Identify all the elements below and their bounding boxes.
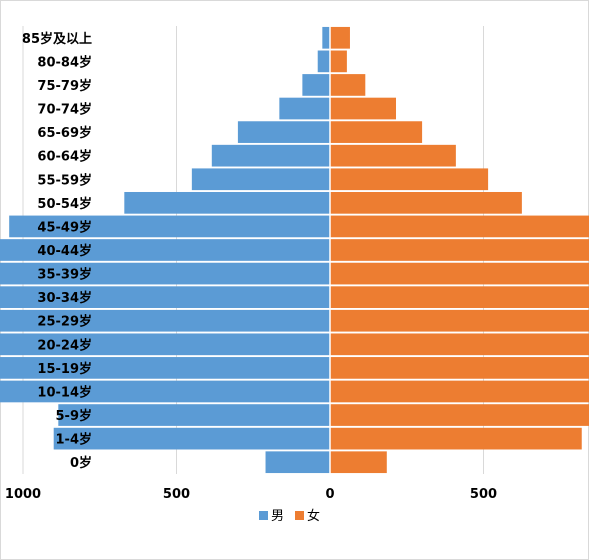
- male-bar: [9, 215, 331, 238]
- female-bar: [330, 286, 589, 309]
- female-bar: [330, 427, 582, 450]
- category-label: 25-29岁: [37, 314, 92, 330]
- legend-swatch: [259, 511, 268, 520]
- female-bar: [330, 50, 347, 73]
- female-bar: [330, 26, 350, 49]
- x-tick-label: 1000: [5, 487, 41, 502]
- male-bar: [0, 262, 331, 285]
- category-label: 35-39岁: [37, 267, 92, 283]
- male-bar: [279, 97, 330, 120]
- male-bar: [211, 144, 330, 167]
- male-bar: [0, 309, 331, 332]
- category-label: 60-64岁: [37, 149, 92, 165]
- category-label: 40-44岁: [37, 243, 92, 259]
- female-bar: [330, 168, 489, 191]
- male-bar: [58, 404, 331, 426]
- category-label: 30-34岁: [37, 290, 92, 306]
- category-label: 80-84岁: [37, 54, 92, 70]
- female-bar: [330, 215, 589, 238]
- female-bar: [330, 97, 397, 120]
- x-tick-labels: 15001000500050010001500: [5, 487, 497, 502]
- male-bar: [53, 427, 330, 450]
- category-label: 85岁及以上: [22, 31, 92, 47]
- male-bar: [302, 74, 330, 96]
- male-bar: [317, 50, 330, 73]
- x-tick-label: 500: [163, 487, 190, 502]
- legend-label: 女: [307, 508, 320, 524]
- legend-label: 男: [271, 509, 284, 524]
- female-bar: [330, 451, 387, 474]
- category-label: 15-19岁: [37, 361, 92, 377]
- female-bar: [330, 121, 423, 143]
- category-label: 55-59岁: [37, 172, 92, 188]
- category-label: 1-4岁: [56, 432, 93, 448]
- category-label: 50-54岁: [37, 196, 92, 212]
- male-bar: [322, 26, 330, 49]
- bars: [0, 26, 589, 474]
- female-bar: [330, 309, 589, 332]
- female-bar: [330, 74, 366, 96]
- male-bar: [237, 121, 330, 143]
- male-bar: [0, 333, 331, 356]
- female-bar: [330, 333, 589, 356]
- female-bar: [330, 191, 522, 214]
- male-bar: [124, 191, 330, 214]
- female-bar: [330, 357, 589, 379]
- male-bar: [0, 357, 330, 379]
- legend-swatch: [295, 511, 304, 520]
- category-labels: 85岁及以上 80-84岁 75-79岁 70-74岁 65-69岁 60-64岁 55-5…: [22, 31, 92, 471]
- female-bar: [330, 144, 456, 167]
- x-tick-label: 0: [325, 487, 334, 502]
- male-bar: [191, 168, 330, 191]
- category-label: 20-24岁: [37, 337, 92, 353]
- legend: 男女: [259, 508, 320, 524]
- category-label: 45-49岁: [37, 219, 92, 235]
- category-label: 70-74岁: [37, 102, 92, 118]
- category-label: 5-9岁: [56, 408, 93, 424]
- category-label: 65-69岁: [37, 125, 92, 141]
- female-bar: [330, 262, 589, 285]
- male-bar: [0, 380, 330, 403]
- female-bar: [330, 404, 589, 426]
- female-bar: [330, 380, 589, 403]
- female-bar: [330, 239, 589, 261]
- x-tick-label: 500: [470, 487, 497, 502]
- category-label: 75-79岁: [37, 78, 92, 94]
- category-label: 10-14岁: [37, 384, 92, 400]
- male-bar: [0, 286, 331, 309]
- category-label: 0岁: [70, 455, 92, 471]
- male-bar: [265, 451, 330, 474]
- male-bar: [0, 239, 331, 261]
